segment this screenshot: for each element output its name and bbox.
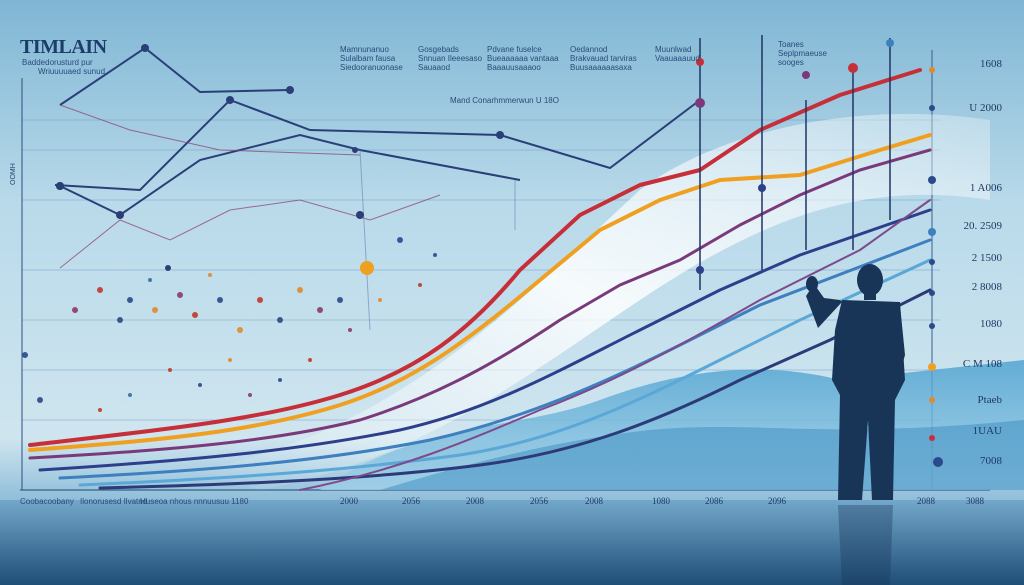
year-label-1: 2000 [340, 496, 358, 506]
year-label-7: 2086 [705, 496, 723, 506]
year-label-10: 3088 [966, 496, 984, 506]
top-label-6: Toanes Seplpmaeuse sooges [778, 40, 827, 67]
bottom-left-label-2: Ilonorusesd Ilvatnd [80, 497, 148, 506]
right-label-7: 1080 [980, 318, 1002, 330]
year-label-4: 2056 [530, 496, 548, 506]
right-label-2: U 2000 [969, 102, 1002, 114]
year-label-9: 2088 [917, 496, 935, 506]
right-label-1: 1608 [980, 58, 1002, 70]
subtitle-line-1: Baddedorusturd pur [22, 58, 93, 67]
year-label-2: 2056 [402, 496, 420, 506]
bottom-left-label-3: Huseoa nhous nnnuusuu 1180 [140, 497, 249, 506]
year-label-6: 1080 [652, 496, 670, 506]
right-label-3: 1 A006 [969, 182, 1002, 194]
subtitle-line-2: Wriuuuuaed sunud [38, 67, 106, 76]
year-label-5: 2008 [585, 496, 603, 506]
person-silhouette [806, 264, 905, 500]
bottom-left-label-1: Coobacoobany [20, 497, 74, 506]
right-label-8: C M 108 [962, 358, 1002, 370]
right-label-5: 2 1500 [971, 252, 1002, 264]
left-axis-label: OOMH [10, 163, 17, 185]
top-label-1: Mamnunanuo Sulalbam fausa Siedooranuonase [340, 45, 403, 72]
top-label-5: Muunlwad Vaauaaauud [655, 45, 700, 63]
top-label-4: Oedannod Brakvauad tarviras Buusaaaaaasaxa [570, 45, 637, 72]
right-label-10: 1UAU [972, 425, 1002, 437]
right-label-4: 20. 2509 [963, 220, 1003, 232]
mid-label: Mand Conarhmmerwun U 18O [450, 96, 559, 105]
top-label-3: Pdvane fuselce Bueaaaaaa vantaaa Baaauusaa… [487, 45, 559, 72]
right-label-6: 2 8008 [971, 281, 1002, 293]
year-label-3: 2008 [466, 496, 484, 506]
right-label-9: Ptaeb [977, 394, 1002, 406]
right-label-11: 7008 [980, 455, 1002, 467]
year-label-8: 2096 [768, 496, 786, 506]
chart-title: TIMLAIN [20, 36, 107, 58]
top-label-2: Gosgebads Snnuan Ileeesaso Sauaaod [418, 45, 483, 72]
